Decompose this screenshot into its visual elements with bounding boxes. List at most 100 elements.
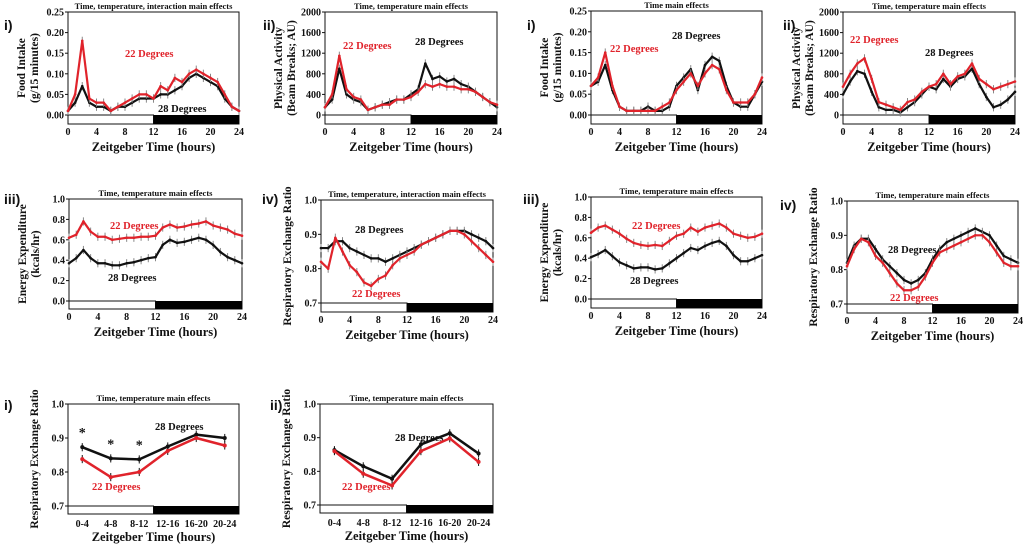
y-axis-label: Respiratory Exchange Ratio — [29, 389, 41, 529]
x-tick-label: 24 — [234, 127, 244, 138]
data-point — [916, 285, 920, 289]
data-point — [625, 109, 628, 113]
data-point — [484, 239, 488, 243]
data-point — [211, 243, 215, 247]
data-point — [146, 256, 150, 260]
data-point — [110, 264, 114, 267]
data-point — [660, 244, 664, 248]
data-point — [596, 226, 600, 229]
data-point — [985, 82, 988, 86]
data-point — [139, 258, 143, 262]
chart-panel-right-iii: iii) Time, temperature main effects 0.0 0.2… — [523, 186, 767, 338]
data-point — [194, 436, 199, 440]
data-point — [874, 254, 877, 258]
series-label-22-degrees: 22 Degrees — [610, 44, 659, 55]
data-point — [434, 236, 437, 240]
data-point — [753, 92, 757, 96]
y-tick-label: 0.0 — [575, 295, 588, 306]
data-point — [632, 241, 636, 245]
series-label-28-degrees: 28 Degrees — [108, 273, 157, 284]
x-tick-label: 4-8 — [104, 519, 117, 530]
data-point — [689, 246, 693, 250]
data-point — [675, 234, 678, 238]
x-tick-label: 12 — [672, 311, 682, 322]
data-point — [682, 80, 685, 84]
data-point — [477, 236, 480, 240]
x-tick-label: 0 — [589, 311, 594, 322]
light-phase-bar — [846, 303, 933, 314]
series-label-28-degrees: 28 Degrees — [155, 422, 204, 433]
y-tick-label: 400 — [306, 90, 321, 101]
data-point — [739, 234, 742, 238]
data-point — [123, 101, 127, 104]
data-point — [891, 105, 895, 109]
x-tick-label: 0-4 — [328, 518, 341, 529]
data-point — [746, 236, 750, 240]
y-tick-label: 0.9 — [831, 231, 844, 242]
data-point — [474, 90, 477, 94]
data-point — [703, 72, 707, 75]
data-point — [108, 456, 113, 461]
dark-phase-bar — [932, 304, 1018, 313]
chart-panel-left-iii: iii) Time, temperature main effects 0.0 0.2… — [4, 188, 247, 339]
data-point — [848, 72, 852, 76]
data-point — [639, 266, 643, 269]
data-point — [165, 444, 170, 449]
series-label-22-degrees: 22 Degrees — [850, 35, 899, 46]
panel-label: iii) — [4, 191, 20, 207]
data-point — [732, 253, 735, 257]
data-point — [139, 235, 143, 239]
data-point — [388, 103, 391, 106]
data-point — [760, 76, 764, 79]
data-point — [845, 264, 849, 268]
light-phase-bar — [590, 298, 677, 309]
data-point — [916, 278, 920, 282]
data-point — [209, 76, 212, 80]
x-tick-label: 12-16 — [409, 518, 432, 529]
data-point — [359, 98, 363, 101]
data-point — [183, 225, 186, 228]
data-point — [618, 260, 621, 264]
data-point — [985, 95, 988, 99]
x-tick-label: 20-24 — [213, 519, 236, 530]
data-point — [863, 72, 866, 76]
data-point — [74, 233, 78, 236]
data-point — [1013, 80, 1017, 83]
data-point — [377, 277, 380, 281]
data-point — [618, 232, 621, 236]
series-label-22-degrees: 22 Degrees — [110, 221, 159, 232]
data-point — [80, 445, 85, 450]
y-tick-label: 2000 — [819, 8, 839, 19]
x-tick-label: 8 — [646, 311, 651, 322]
x-tick-label: 0 — [323, 127, 328, 138]
dark-phase-bar — [676, 115, 762, 124]
series-label-28-degrees: 28 Degrees — [415, 37, 464, 48]
x-tick-label: 12 — [928, 316, 938, 327]
data-point — [470, 233, 473, 236]
light-phase-bar — [842, 114, 930, 125]
data-point — [952, 244, 956, 247]
series-label-22-degrees: 22 Degrees — [92, 482, 141, 493]
data-point — [125, 236, 128, 240]
x-tick-label: 0 — [319, 315, 324, 326]
data-point — [110, 238, 114, 242]
x-tick-label: 12-16 — [156, 519, 179, 530]
x-tick-label: 8 — [123, 127, 128, 138]
x-axis-label: Zeitgeber Time (hours) — [867, 140, 991, 154]
data-point — [222, 436, 227, 440]
data-point — [319, 246, 323, 250]
light-phase-bar — [590, 114, 677, 125]
data-point — [326, 267, 330, 270]
x-tick-label: 8 — [376, 315, 381, 326]
x-tick-label: 16 — [953, 127, 963, 138]
y-axis-label: Food Intake — [16, 38, 28, 98]
series-label-22-degrees: 22 Degrees — [342, 482, 391, 493]
data-point — [970, 67, 974, 70]
y-tick-label: 0.20 — [570, 27, 588, 38]
data-point — [89, 256, 92, 260]
dark-phase-bar — [411, 115, 497, 124]
light-phase-bar — [67, 114, 154, 125]
data-point — [103, 261, 107, 265]
x-tick-label: 20 — [463, 127, 473, 138]
